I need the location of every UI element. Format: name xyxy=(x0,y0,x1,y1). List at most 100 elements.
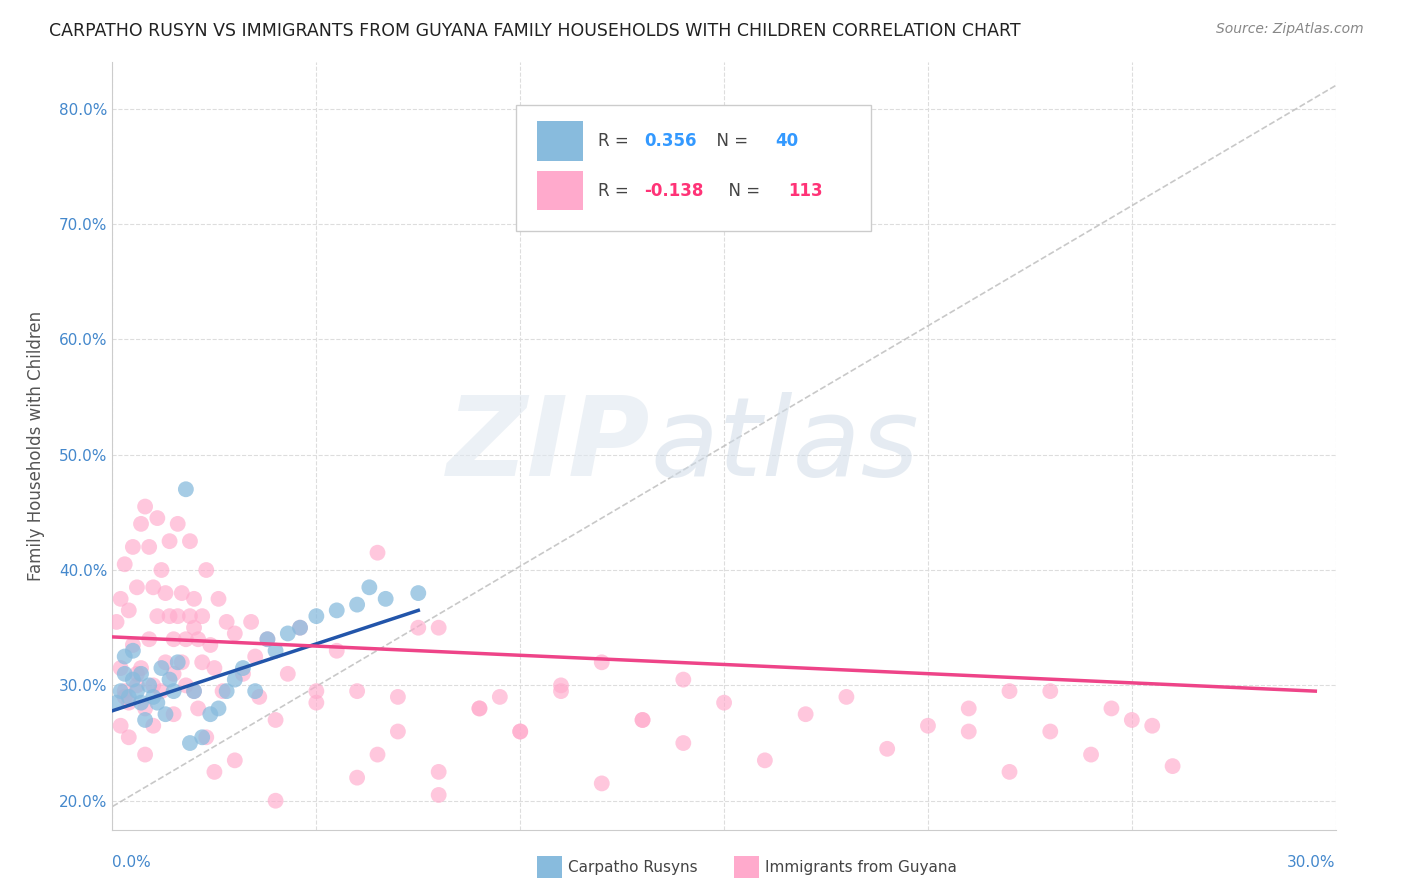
Point xyxy=(305,684,328,698)
Point xyxy=(305,696,328,710)
Point xyxy=(174,482,197,496)
Point xyxy=(183,684,205,698)
Text: 30.0%: 30.0% xyxy=(1288,855,1336,870)
Point xyxy=(591,655,613,669)
Point xyxy=(247,690,270,704)
Point xyxy=(170,655,193,669)
Point xyxy=(245,649,267,664)
Point xyxy=(1161,759,1184,773)
Point xyxy=(1099,701,1122,715)
Point xyxy=(191,609,214,624)
Point xyxy=(204,764,226,779)
Point xyxy=(163,666,186,681)
Point xyxy=(835,690,858,704)
Point xyxy=(155,707,177,722)
Point xyxy=(114,690,136,704)
Point xyxy=(374,591,396,606)
Point xyxy=(631,713,654,727)
Point xyxy=(207,591,229,606)
Point xyxy=(224,673,246,687)
Point xyxy=(1121,713,1143,727)
Point xyxy=(159,673,181,687)
Point xyxy=(264,794,287,808)
Text: R =: R = xyxy=(598,132,634,150)
Point xyxy=(163,707,186,722)
Point xyxy=(187,701,209,715)
Point xyxy=(713,696,735,710)
Point xyxy=(183,684,205,698)
Point xyxy=(207,701,229,715)
Point xyxy=(110,719,132,733)
Point xyxy=(125,684,148,698)
Point xyxy=(118,731,141,745)
Point xyxy=(142,690,165,704)
Text: N =: N = xyxy=(718,182,765,200)
Point xyxy=(118,690,141,704)
Point xyxy=(163,684,186,698)
Point xyxy=(277,666,299,681)
Point xyxy=(998,764,1021,779)
Point xyxy=(326,644,349,658)
Point xyxy=(150,684,173,698)
Point xyxy=(191,731,214,745)
Point xyxy=(125,678,148,692)
Text: 0.0%: 0.0% xyxy=(112,855,152,870)
Point xyxy=(159,534,181,549)
Point xyxy=(150,661,173,675)
Point xyxy=(672,736,695,750)
Point xyxy=(240,615,263,629)
Text: 0.356: 0.356 xyxy=(644,132,697,150)
Point xyxy=(876,741,898,756)
Point xyxy=(256,632,278,647)
Point xyxy=(138,678,160,692)
Point xyxy=(998,684,1021,698)
Point xyxy=(200,707,222,722)
Point xyxy=(509,724,531,739)
Point xyxy=(468,701,491,715)
Point xyxy=(146,696,169,710)
Point xyxy=(346,684,368,698)
Text: N =: N = xyxy=(706,132,754,150)
Point xyxy=(114,666,136,681)
Point xyxy=(288,621,311,635)
Point xyxy=(134,713,156,727)
Point xyxy=(427,788,450,802)
Point xyxy=(170,586,193,600)
Point xyxy=(204,661,226,675)
Point xyxy=(122,638,145,652)
Point xyxy=(155,655,177,669)
Point xyxy=(509,724,531,739)
Point xyxy=(232,661,254,675)
Text: ZIP: ZIP xyxy=(447,392,651,500)
Point xyxy=(957,724,980,739)
Point xyxy=(179,534,201,549)
Text: atlas: atlas xyxy=(651,392,920,500)
Point xyxy=(174,632,197,647)
Point xyxy=(387,724,409,739)
Point xyxy=(118,696,141,710)
Point xyxy=(631,713,654,727)
Point xyxy=(215,615,238,629)
Point xyxy=(114,649,136,664)
Point xyxy=(129,661,152,675)
Bar xyxy=(537,120,583,161)
Point xyxy=(366,747,388,762)
Point xyxy=(134,500,156,514)
Bar xyxy=(537,856,562,878)
Point xyxy=(591,776,613,790)
Point xyxy=(187,632,209,647)
Point xyxy=(359,580,381,594)
Point xyxy=(195,563,218,577)
Text: 113: 113 xyxy=(787,182,823,200)
Point xyxy=(224,626,246,640)
Point xyxy=(134,747,156,762)
Point xyxy=(166,516,188,531)
Point xyxy=(191,655,214,669)
Point xyxy=(288,621,311,635)
Point xyxy=(142,678,165,692)
Point xyxy=(159,609,181,624)
Point xyxy=(114,684,136,698)
Point xyxy=(366,546,388,560)
Point xyxy=(183,621,205,635)
Point xyxy=(346,598,368,612)
